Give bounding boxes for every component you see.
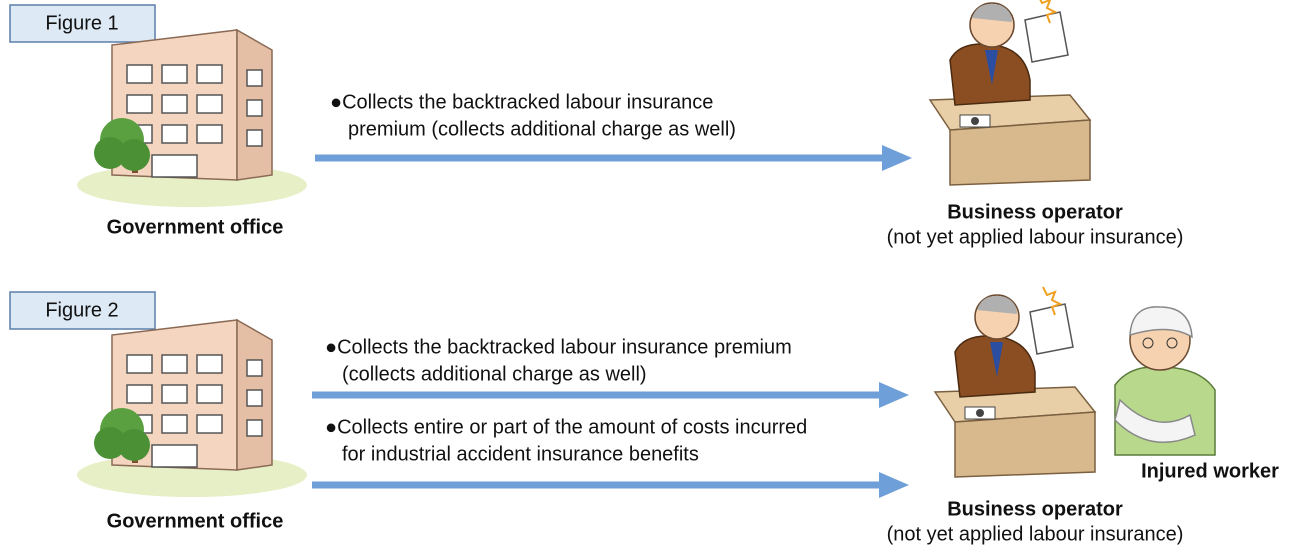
arrow-text: ●Collects entire or part of the amount o…	[325, 416, 807, 438]
arrow-text: premium (collects additional charge as w…	[348, 118, 736, 140]
target-note: (not yet applied labour insurance)	[887, 226, 1184, 248]
arrow-text: ●Collects the backtracked labour insuran…	[330, 91, 713, 113]
target-label: Business operator	[947, 201, 1123, 223]
arrow-head	[882, 145, 912, 171]
target-note: (not yet applied labour insurance)	[887, 523, 1184, 545]
arrow-text: for industrial accident insurance benefi…	[342, 443, 699, 465]
diagram: Figure 1 Government office ●Collects the…	[0, 0, 1291, 551]
source-label: Government office	[107, 510, 284, 532]
operator-icon	[930, 0, 1090, 185]
target-label: Business operator	[947, 498, 1123, 520]
worker-icon	[1115, 307, 1215, 455]
figure-label: Figure 1	[45, 12, 118, 34]
arrow-head	[879, 382, 909, 408]
building-icon	[77, 320, 307, 497]
source-label: Government office	[107, 216, 284, 238]
operator-icon	[935, 287, 1095, 477]
building-icon	[77, 30, 307, 207]
arrow-text: (collects additional charge as well)	[342, 363, 647, 385]
worker-label: Injured worker	[1141, 460, 1279, 482]
figure-label: Figure 2	[45, 299, 118, 321]
arrow-head	[879, 472, 909, 498]
arrow-text: ●Collects the backtracked labour insuran…	[325, 336, 792, 358]
